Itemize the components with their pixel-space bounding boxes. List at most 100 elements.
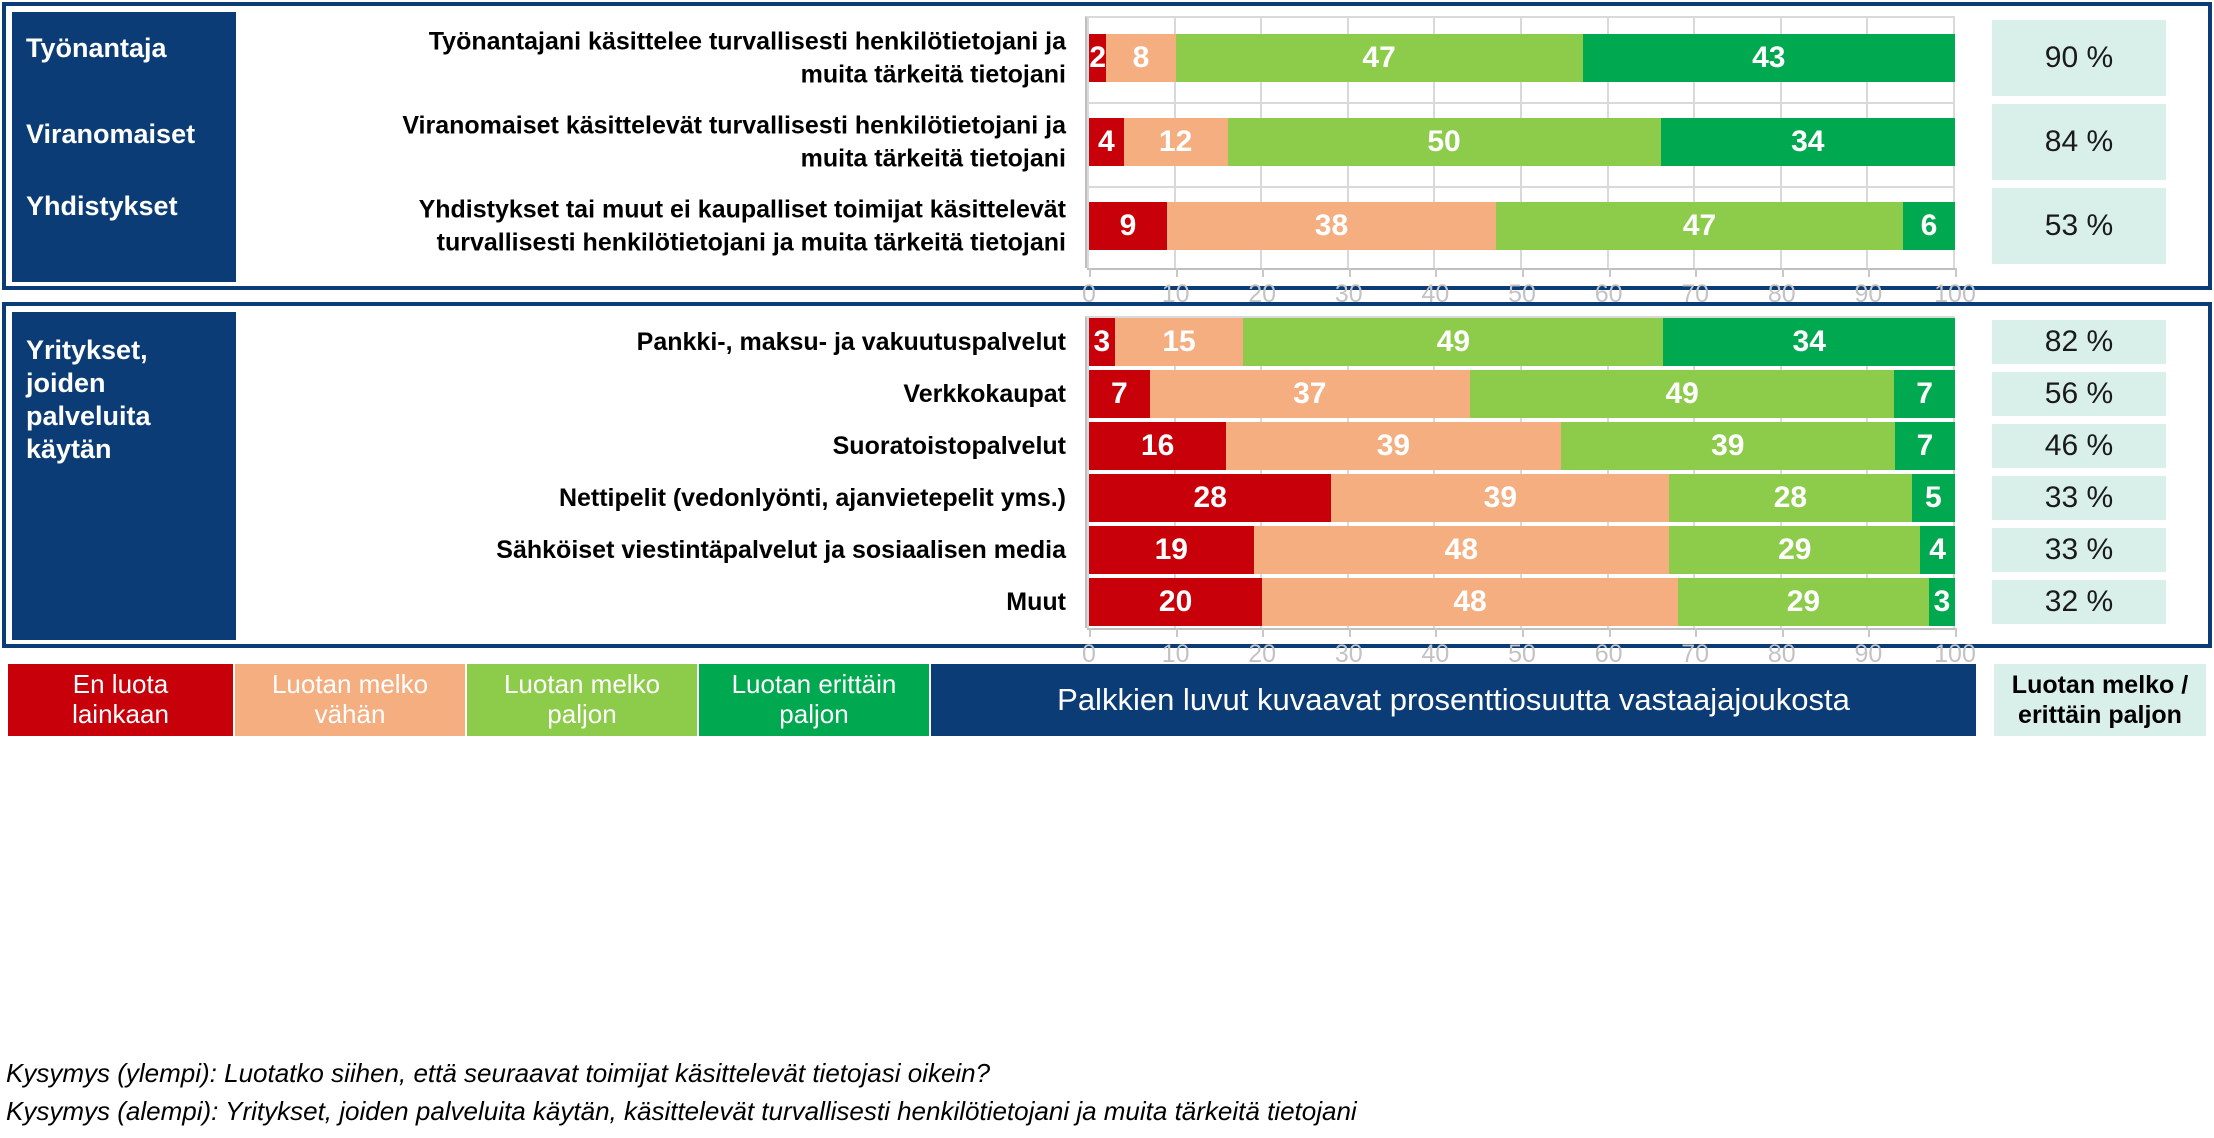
x-axis-tick-label: 30 [1334,640,1363,668]
bar-row: 9 38 47 6 [1089,202,1955,250]
gridline-vertical [1260,318,1263,628]
x-axis-tick [1089,268,1091,277]
bar-row: 7 37 49 7 [1089,370,1955,418]
category-label: Yhdistykset tai muut ei kaupalliset toim… [418,195,1066,257]
category-label: Työnantajani käsittelee turvallisesti he… [428,27,1066,89]
gridline-vertical [1779,318,1782,628]
x-axis-tick [1262,628,1265,637]
bar-segment: 47 [1496,202,1904,250]
legend-item-luotan-melko-vahan[interactable]: Luotan melko vähän [235,664,465,736]
category-label: Verkkokaupat [903,379,1066,408]
x-axis-tick [1435,268,1438,277]
bar-row: 2 8 47 43 [1089,34,1955,82]
gridline-vertical [1953,318,1955,628]
x-axis-tick-label: 60 [1594,640,1623,668]
gridline-vertical [1866,318,1869,628]
footnote-upper: Kysymys (ylempi): Luotatko siihen, että … [6,1058,991,1088]
gridline-vertical [1693,318,1696,628]
x-axis-tick-label: 80 [1767,640,1796,668]
bar-segment: 19 [1089,526,1254,574]
x-axis-line [1087,268,1955,270]
x-axis-tick [1868,268,1871,277]
bar-segment: 4 [1089,118,1124,166]
bar-segment: 3 [1089,318,1115,366]
bar-segment: 8 [1106,34,1176,82]
bar-segment: 39 [1331,474,1670,522]
bar-segment: 7 [1895,422,1956,470]
sidebar-item-tyonantaja: Työnantaja [26,33,167,63]
x-axis-tick-label: 10 [1161,640,1190,668]
category-label: Viranomaiset käsittelevät turvallisesti … [402,111,1066,173]
bar-segment: 39 [1226,422,1561,470]
legend-item-en-luota-lainkaan[interactable]: En luota lainkaan [8,664,233,736]
x-axis-tick [1262,268,1265,277]
summary-box: 32 % [1992,580,2166,624]
x-axis-tick [1348,268,1351,277]
category-label: Nettipelit (vedonlyönti, ajanvietepelit … [558,483,1066,512]
bar-row: 19 48 29 4 [1089,526,1955,574]
summary-box: 33 % [1992,476,2166,520]
summary-box: 90 % [1992,20,2166,96]
category-label: Muut [1006,587,1066,616]
bar-row: 4 12 50 34 [1089,118,1955,166]
bar-segment: 3 [1928,578,1955,626]
bar-segment: 38 [1166,202,1497,250]
gridline-vertical [1087,318,1089,628]
panel-top-sidebar: Työnantaja Viranomaiset Yhdistykset [12,12,236,282]
x-axis-tick [1608,268,1611,277]
category-label: Pankki-, maksu- ja vakuutuspalvelut [636,327,1066,356]
gridline-vertical [1433,318,1436,628]
bar-segment: 47 [1175,34,1583,82]
gridline-vertical [1087,18,1089,268]
bar-segment: 9 [1089,202,1167,250]
x-axis-line [1087,628,1955,630]
x-axis-tick-label: 100 [1934,640,1976,668]
bar-segment: 29 [1669,526,1921,574]
bar-row: 16 39 39 7 [1089,422,1956,470]
legend-item-luotan-melko-paljon[interactable]: Luotan melko paljon [467,664,697,736]
bar-row: 3 15 49 34 [1089,318,1955,366]
x-axis-tick [1695,268,1698,277]
gridline-horizontal [1087,102,1955,104]
bar-segment: 6 [1903,202,1955,250]
summary-box: 56 % [1992,372,2166,416]
legend: En luota lainkaan Luotan melko vähän Luo… [8,664,2206,736]
bar-segment: 7 [1894,370,1955,418]
x-axis-tick [1608,628,1611,637]
bar-segment: 37 [1149,370,1471,418]
sidebar-item-viranomaiset: Viranomaiset [26,119,196,149]
panel-bottom-sidebar: Yritykset, joiden palveluita käytän [12,312,236,640]
category-label: Sähköiset viestintäpalvelut ja sosiaalis… [496,535,1066,564]
x-axis-tick-label: 20 [1248,640,1277,668]
summary-box: 82 % [1992,320,2166,364]
x-axis-tick [1522,268,1524,277]
x-axis-tick [1695,628,1698,637]
bar-segment: 12 [1123,118,1228,166]
summary-box: 53 % [1992,188,2166,264]
summary-box: 46 % [1992,424,2166,468]
bar-segment: 34 [1663,318,1955,366]
panel-bottom: Yritykset, joiden palveluita käytän 0 10 2… [2,302,2212,668]
x-axis-tick-label: 90 [1854,640,1883,668]
summary-box: 33 % [1992,528,2166,572]
x-axis-tick [1175,628,1178,637]
panel-top: Työnantaja Viranomaiset Yhdistykset 0 10 2… [2,2,2212,308]
bar-segment: 34 [1660,118,1955,166]
bar-segment: 39 [1560,422,1895,470]
footnote-lower: Kysymys (alempi): Yritykset, joiden palv… [6,1095,1357,1126]
x-axis-tick-label: 40 [1421,640,1450,668]
bar-segment: 50 [1227,118,1661,166]
legend-item-luotan-erittain-paljon[interactable]: Luotan erittäin paljon [699,664,929,736]
x-axis-tick [1868,628,1871,637]
x-axis-tick [1348,628,1351,637]
x-axis-tick-label: 70 [1681,640,1710,668]
bar-segment: 43 [1582,34,1955,82]
legend-summary-header: Luotan melko / erittäin paljon [1994,664,2206,736]
bar-segment: 4 [1920,526,1955,574]
x-axis-tick [1175,268,1178,277]
x-axis-tick [1955,268,1957,277]
category-label: Suoratoistopalvelut [832,431,1066,460]
bar-segment: 5 [1911,474,1955,522]
x-axis-tick [1089,628,1091,637]
gridline-vertical [1173,318,1176,628]
